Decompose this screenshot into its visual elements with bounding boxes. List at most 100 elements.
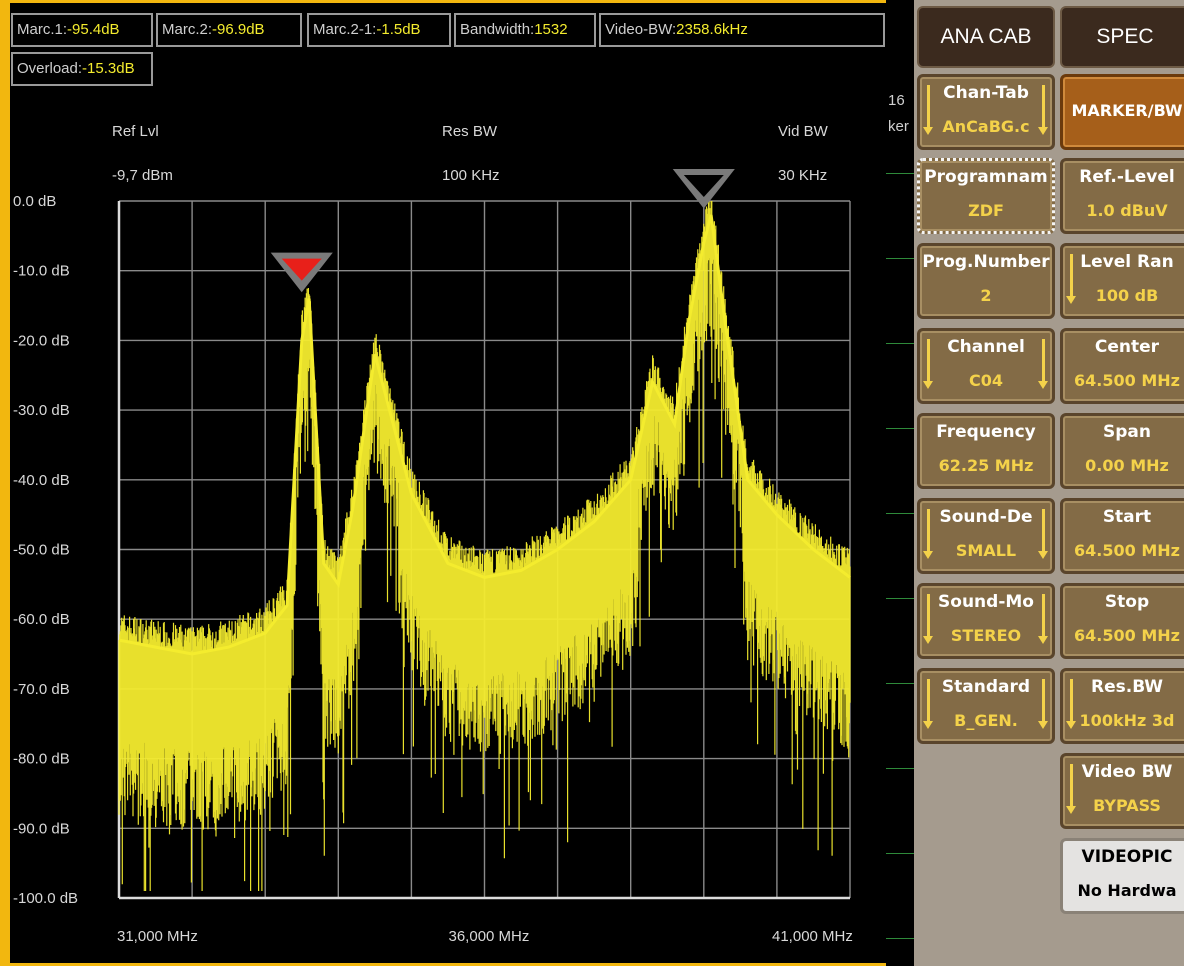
strip-tick <box>886 598 914 599</box>
strip-text-top: 16 <box>888 92 905 109</box>
arrow-down-icon <box>1066 679 1076 729</box>
softkey-value: 100kHz 3d <box>1079 711 1175 730</box>
softkey-marker-bw[interactable]: MARKER/BW <box>1060 74 1184 150</box>
vid-bw-value: 30 KHz <box>778 167 827 184</box>
y-tick-label: -90.0 dB <box>13 820 70 837</box>
softkey-label: Ref.-Level <box>1079 167 1175 187</box>
softkey-res-bw[interactable]: Res.BW 100kHz 3d <box>1060 668 1184 744</box>
strip-tick <box>886 258 914 259</box>
tab-ana-cab[interactable]: ANA CAB <box>917 6 1055 68</box>
softkey-value: B_GEN. <box>954 711 1018 730</box>
softkey-value: C04 <box>968 371 1003 390</box>
arrow-down-icon <box>1066 254 1076 304</box>
softkey-value: ZDF <box>968 201 1004 220</box>
softkey-label: Standard <box>941 677 1031 697</box>
res-bw-value: 100 KHz <box>442 167 500 184</box>
res-bw-label: Res BW <box>442 123 498 140</box>
plot-grid <box>117 200 851 900</box>
softkey-label: MARKER/BW <box>1071 101 1183 120</box>
arrow-down-icon <box>1038 679 1048 729</box>
softkey-programnam[interactable]: Programnam ZDF <box>917 158 1055 234</box>
y-tick-label: -40.0 dB <box>13 472 70 489</box>
softkey-prog-number[interactable]: Prog.Number 2 <box>917 243 1055 319</box>
softkey-label: Center <box>1094 337 1160 357</box>
arrow-down-icon <box>1038 85 1048 135</box>
arrow-down-icon <box>1038 509 1048 559</box>
softkey-label: VIDEOPIC <box>1081 847 1173 867</box>
arrow-down-icon <box>923 679 933 729</box>
bandwidth-label: Bandwidth: <box>460 21 535 38</box>
softkey-value: 100 dB <box>1095 286 1159 305</box>
trace-envelope <box>118 214 851 656</box>
marker-delta-readout: Marc.2-1:-1.5dB <box>307 13 451 47</box>
softkey-value: 1.0 dBuV <box>1086 201 1168 220</box>
softkey-value: 2 <box>980 286 992 305</box>
bezel-left <box>0 0 10 966</box>
y-tick-label: -20.0 dB <box>13 332 70 349</box>
softkey-label: Channel <box>947 337 1025 357</box>
softkey-value: BYPASS <box>1093 796 1161 815</box>
arrow-down-icon <box>923 85 933 135</box>
arrow-down-icon <box>1066 764 1076 814</box>
softkey-label: Level Ran <box>1080 252 1174 272</box>
strip-text-bottom: ker <box>888 118 909 135</box>
markers <box>270 168 735 293</box>
marker2-label: Marc.2: <box>162 21 213 38</box>
trace-path <box>118 201 851 891</box>
softkey-channel[interactable]: Channel C04 <box>917 328 1055 404</box>
softkey-stop[interactable]: Stop 64.500 MHz <box>1060 583 1184 659</box>
y-tick-label: -30.0 dB <box>13 402 70 419</box>
bandwidth-readout: Bandwidth:1532 <box>454 13 596 47</box>
bandwidth-value: 1532 <box>534 21 568 38</box>
softkey-label: Frequency <box>936 422 1036 442</box>
strip-tick <box>886 343 914 344</box>
softkey-frequency[interactable]: Frequency 62.25 MHz <box>917 413 1055 489</box>
y-tick-label: 0.0 dB <box>13 193 56 210</box>
strip-tick <box>886 853 914 854</box>
softkey-sound-mo[interactable]: Sound-Mo STEREO <box>917 583 1055 659</box>
softkey-label: Res.BW <box>1091 677 1163 697</box>
softkey-video-bw[interactable]: Video BW BYPASS <box>1060 753 1184 829</box>
strip-tick <box>886 938 914 939</box>
softkey-center[interactable]: Center 64.500 MHz <box>1060 328 1184 404</box>
softkey-span[interactable]: Span 0.00 MHz <box>1060 413 1184 489</box>
softkey-value: 62.25 MHz <box>938 456 1034 475</box>
arrow-down-icon <box>1038 339 1048 389</box>
marker1-readout: Marc.1:-95.4dB <box>11 13 153 47</box>
strip-tick <box>886 683 914 684</box>
softkey-label: Chan-Tab <box>943 83 1029 103</box>
tab-spec[interactable]: SPEC <box>1060 6 1184 68</box>
strip-tick <box>886 513 914 514</box>
softkey-standard[interactable]: Standard B_GEN. <box>917 668 1055 744</box>
marker2-value: -96.9dB <box>212 21 265 38</box>
overload-readout: Overload:-15.3dB <box>11 52 153 86</box>
strip-tick <box>886 173 914 174</box>
softkey-start[interactable]: Start 64.500 MHz <box>1060 498 1184 574</box>
softkey-sound-de[interactable]: Sound-De SMALL <box>917 498 1055 574</box>
softkey-level-ran[interactable]: Level Ran 100 dB <box>1060 243 1184 319</box>
softkey-chan-tab[interactable]: Chan-Tab AnCaBG.c <box>917 74 1055 150</box>
arrow-down-icon <box>923 594 933 644</box>
spectrum-screen: Marc.1:-95.4dB Marc.2:-96.9dB Marc.2-1:-… <box>10 3 886 963</box>
marker-triangle <box>683 174 724 197</box>
video-bw-value: 2358.6kHz <box>676 21 748 38</box>
softkey-videopic[interactable]: VIDEOPIC No Hardwa <box>1060 838 1184 914</box>
y-tick-label: -80.0 dB <box>13 751 70 768</box>
video-bw-label: Video-BW: <box>605 21 677 38</box>
strip-tick <box>886 428 914 429</box>
softkey-ref-level[interactable]: Ref.-Level 1.0 dBuV <box>1060 158 1184 234</box>
softkey-label: Sound-De <box>939 507 1033 527</box>
x-tick-label: 41,000 MHz <box>772 928 853 945</box>
softkey-label: Sound-Mo <box>938 592 1034 612</box>
marker1-label: Marc.1: <box>17 21 68 38</box>
arrow-down-icon <box>923 339 933 389</box>
ref-lvl-value: -9,7 dBm <box>112 167 173 184</box>
marker1-value: -95.4dB <box>67 21 120 38</box>
marker-delta-value: -1.5dB <box>376 21 421 38</box>
softkey-value: 0.00 MHz <box>1085 456 1169 475</box>
scale-strip: 16 ker <box>886 0 914 966</box>
marker-triangle <box>281 258 322 281</box>
softkey-value: AnCaBG.c <box>942 117 1030 136</box>
softkey-value: SMALL <box>955 541 1017 560</box>
x-tick-label: 36,000 MHz <box>449 928 530 945</box>
